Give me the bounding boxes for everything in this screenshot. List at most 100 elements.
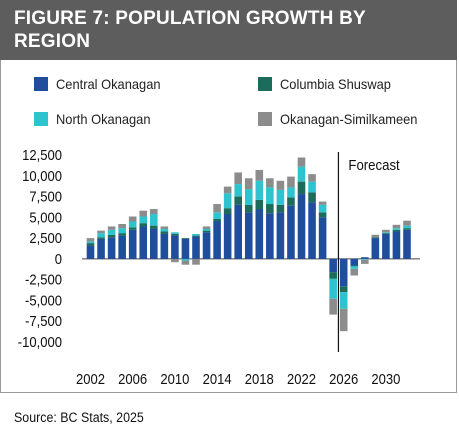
bar-north-okanagan-2026 xyxy=(339,292,348,309)
bar-columbia-shuswap-2021 xyxy=(287,197,295,206)
bar-central-okanagan-2020 xyxy=(276,212,285,259)
bar-central-okanagan-2019 xyxy=(266,213,274,259)
bar-okanagan-similkameen-2007 xyxy=(139,210,148,217)
bar-central-okanagan-2009 xyxy=(160,233,169,259)
bar-okanagan-similkameen-2014 xyxy=(213,204,221,213)
bar-okanagan-similkameen-2008 xyxy=(150,209,158,215)
forecast-label: Forecast xyxy=(348,156,399,173)
bar-columbia-shuswap-2003 xyxy=(97,237,105,239)
x-tick-label: 2026 xyxy=(329,371,358,387)
bar-north-okanagan-2028 xyxy=(361,258,369,260)
bar-central-okanagan-2026 xyxy=(339,258,348,287)
bar-columbia-shuswap-2029 xyxy=(371,237,380,239)
legend-label-central-okanagan: Central Okanagan xyxy=(56,76,161,92)
figure-title: FIGURE 7: POPULATION GROWTH BY REGION xyxy=(14,8,366,52)
y-tick-label: -7,500 xyxy=(25,314,62,330)
bar-north-okanagan-2003 xyxy=(97,233,105,238)
y-tick-label: 0 xyxy=(55,251,63,267)
bar-north-okanagan-2030 xyxy=(382,232,390,234)
bar-central-okanagan-2025 xyxy=(329,258,337,273)
figure-header: FIGURE 7: POPULATION GROWTH BY REGION xyxy=(0,0,457,60)
bar-central-okanagan-2031 xyxy=(392,231,401,259)
bar-columbia-shuswap-2012 xyxy=(192,235,200,237)
bar-central-okanagan-2032 xyxy=(403,229,411,259)
bar-columbia-shuswap-2024 xyxy=(318,212,327,218)
y-tick-label: 10,000 xyxy=(22,168,62,184)
bar-columbia-shuswap-2032 xyxy=(403,228,411,230)
bar-okanagan-similkameen-2021 xyxy=(287,176,295,188)
bar-okanagan-similkameen-2020 xyxy=(276,180,285,190)
bar-columbia-shuswap-2014 xyxy=(213,218,221,222)
bar-north-okanagan-2016 xyxy=(234,184,242,197)
bar-okanagan-similkameen-2025 xyxy=(329,298,337,315)
legend-swatch-north-okanagan xyxy=(34,112,48,126)
bar-north-okanagan-2015 xyxy=(223,193,232,209)
bar-central-okanagan-2012 xyxy=(192,236,200,259)
x-tick-label: 2010 xyxy=(160,371,189,387)
bar-columbia-shuswap-2023 xyxy=(308,192,316,203)
bar-okanagan-similkameen-2024 xyxy=(318,201,327,205)
bar-north-okanagan-2025 xyxy=(329,278,337,299)
bar-north-okanagan-2021 xyxy=(287,187,295,198)
bar-okanagan-similkameen-2019 xyxy=(266,178,274,188)
bar-columbia-shuswap-2005 xyxy=(118,233,126,236)
legend-swatch-columbia-shuswap xyxy=(258,77,272,91)
bar-okanagan-similkameen-2028 xyxy=(361,259,369,264)
chart-legend: Central Okanagan Columbia Shuswap North … xyxy=(0,66,457,136)
bar-columbia-shuswap-2026 xyxy=(339,286,348,293)
legend-swatch-okanagan-similkameen xyxy=(258,112,272,126)
x-tick-label: 2014 xyxy=(203,371,232,387)
bar-columbia-shuswap-2019 xyxy=(266,204,274,214)
bar-okanagan-similkameen-2023 xyxy=(308,174,316,182)
x-tick-label: 2022 xyxy=(287,371,316,387)
bar-north-okanagan-2011 xyxy=(181,258,190,261)
bar-north-okanagan-2009 xyxy=(160,228,169,232)
bar-north-okanagan-2032 xyxy=(403,225,411,229)
y-tick-label: -5,000 xyxy=(25,293,62,309)
bar-north-okanagan-2024 xyxy=(318,204,327,213)
legend-item-okanagan-similkameen: Okanagan-Similkameen xyxy=(258,110,429,128)
bar-central-okanagan-2011 xyxy=(181,238,190,259)
bar-north-okanagan-2018 xyxy=(255,180,264,200)
bar-okanagan-similkameen-2005 xyxy=(118,223,126,229)
x-tick-label: 2002 xyxy=(76,371,105,387)
bar-central-okanagan-2023 xyxy=(308,202,316,259)
y-tick-label: 12,500 xyxy=(22,147,62,163)
y-tick-label: -2,500 xyxy=(25,272,62,288)
bar-central-okanagan-2003 xyxy=(97,238,105,259)
bar-north-okanagan-2010 xyxy=(171,232,179,234)
bar-north-okanagan-2017 xyxy=(244,189,253,205)
bar-north-okanagan-2002 xyxy=(86,241,95,244)
bar-central-okanagan-2007 xyxy=(139,226,148,259)
bar-okanagan-similkameen-2012 xyxy=(192,258,200,265)
bar-okanagan-similkameen-2018 xyxy=(255,169,264,181)
bar-columbia-shuswap-2009 xyxy=(160,231,169,234)
bar-north-okanagan-2013 xyxy=(202,228,211,231)
bar-central-okanagan-2014 xyxy=(213,221,221,259)
bar-okanagan-similkameen-2011 xyxy=(181,260,190,265)
legend-label-columbia-shuswap: Columbia Shuswap xyxy=(280,76,391,92)
bar-central-okanagan-2005 xyxy=(118,235,126,259)
legend-swatch-central-okanagan xyxy=(34,77,48,91)
bar-columbia-shuswap-2015 xyxy=(223,208,232,215)
bar-central-okanagan-2030 xyxy=(382,233,390,259)
bar-central-okanagan-2022 xyxy=(297,194,306,259)
bar-okanagan-similkameen-2009 xyxy=(160,226,169,229)
bar-okanagan-similkameen-2017 xyxy=(244,178,253,190)
bar-okanagan-similkameen-2030 xyxy=(382,229,390,233)
bar-okanagan-similkameen-2010 xyxy=(171,258,179,263)
bar-okanagan-similkameen-2026 xyxy=(339,308,348,332)
legend-item-north-okanagan: North Okanagan xyxy=(34,110,159,128)
x-tick-label: 2006 xyxy=(118,371,147,387)
bar-north-okanagan-2020 xyxy=(276,189,285,205)
y-tick-label: 5,000 xyxy=(29,210,62,226)
bar-north-okanagan-2031 xyxy=(392,228,401,230)
bar-columbia-shuswap-2016 xyxy=(234,196,242,205)
bar-central-okanagan-2029 xyxy=(371,238,380,259)
bar-okanagan-similkameen-2022 xyxy=(297,157,306,167)
bar-north-okanagan-2005 xyxy=(118,228,126,234)
x-tick-label: 2030 xyxy=(371,371,400,387)
y-tick-label: -10,000 xyxy=(18,334,63,350)
bar-central-okanagan-2021 xyxy=(287,205,295,259)
population-growth-chart: 12,500 10,000 7,500 5,000 2,500 0 -2,500 -5,000… xyxy=(18,147,420,387)
